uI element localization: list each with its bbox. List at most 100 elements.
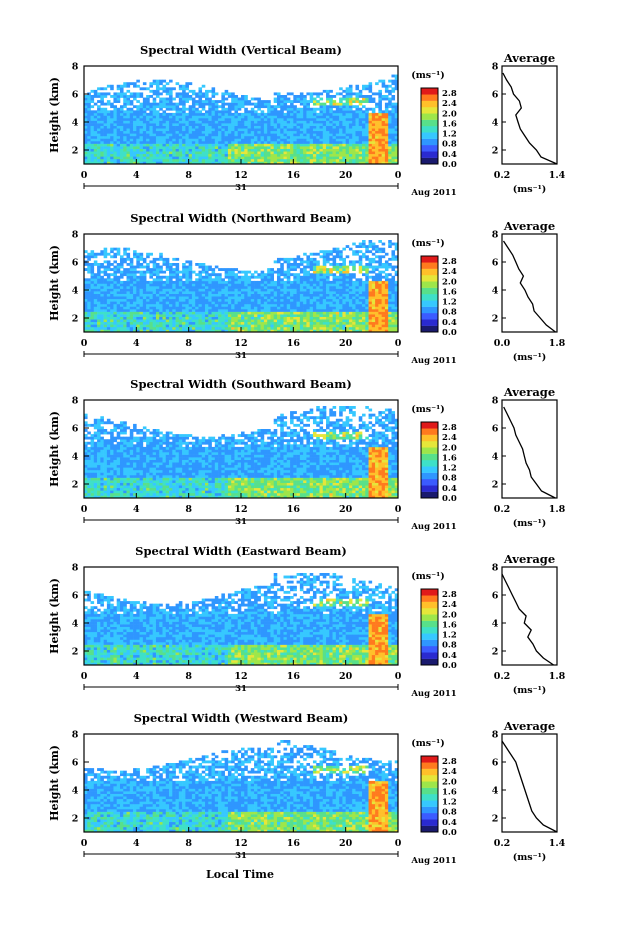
heatmap-cell [155, 296, 160, 300]
heatmap-cell [129, 309, 134, 312]
heatmap-cell [270, 115, 275, 119]
heatmap-cell [149, 118, 153, 121]
heatmap-cell [142, 107, 147, 111]
heatmap-cell [106, 291, 111, 294]
heatmap-cell [146, 314, 150, 317]
heatmap-cell [365, 245, 369, 248]
heatmap-cell [231, 316, 235, 320]
heatmap-cell [159, 123, 163, 126]
heatmap-cell [198, 110, 203, 114]
heatmap-cell [87, 97, 91, 101]
heatmap-cell [276, 158, 281, 162]
heatmap-cell [175, 314, 180, 317]
heatmap-cell [348, 306, 353, 310]
heatmap-cell [139, 255, 144, 259]
heatmap-cell [290, 143, 294, 147]
heatmap-cell [365, 158, 369, 162]
heatmap-cell [142, 286, 147, 289]
heatmap-cell [93, 286, 98, 289]
heatmap-cell [201, 321, 206, 325]
heatmap-cell [146, 158, 150, 162]
heatmap-cell [306, 314, 310, 317]
heatmap-cell [355, 293, 360, 297]
heatmap-cell [355, 92, 360, 96]
heatmap-cell [283, 118, 288, 121]
heatmap-cell [201, 309, 206, 312]
heatmap-cell [247, 146, 252, 149]
heatmap-cell [250, 298, 255, 302]
heatmap-cell [119, 296, 124, 300]
heatmap-cell [142, 156, 147, 160]
heatmap-cell [165, 135, 170, 139]
heatmap-cell [276, 270, 281, 274]
heatmap-cell [375, 82, 379, 86]
heatmap-cell [149, 321, 153, 325]
heatmap-cell [103, 247, 108, 251]
heatmap-cell [165, 257, 170, 261]
heatmap-cell [319, 120, 324, 124]
heatmap-cell [241, 138, 245, 142]
heatmap-cell [155, 146, 160, 149]
heatmap-cell [345, 151, 350, 155]
heatmap-cell [159, 324, 163, 328]
heatmap-cell [100, 288, 104, 292]
heatmap-cell [283, 324, 288, 328]
heatmap-cell [208, 148, 212, 152]
heatmap-cell [368, 298, 373, 302]
heatmap-cell [312, 143, 317, 147]
avg-unit: (ms⁻¹) [513, 184, 547, 195]
heatmap-cell [241, 280, 245, 284]
heatmap-cell [316, 309, 320, 312]
heatmap-cell [276, 275, 281, 279]
heatmap-cell [342, 275, 346, 279]
heatmap-cell [293, 120, 297, 124]
heatmap-cell [299, 303, 304, 307]
heatmap-cell [123, 110, 127, 114]
heatmap-cell [286, 314, 291, 317]
heatmap-cell [267, 133, 271, 137]
heatmap-cell [293, 260, 297, 264]
heatmap-cell [208, 306, 212, 310]
heatmap-cell [152, 283, 157, 287]
x-tick-label: 8 [185, 170, 192, 181]
heatmap-cell [205, 89, 209, 93]
heatmap-cell [159, 321, 163, 325]
heatmap-cell [182, 298, 186, 302]
heatmap-cell [322, 138, 327, 142]
heatmap-cell [103, 321, 108, 325]
heatmap-cell [250, 303, 255, 307]
heatmap-cell [326, 125, 330, 129]
heatmap-cell [394, 120, 399, 124]
heatmap-cell [352, 306, 356, 310]
heatmap-cell [322, 324, 327, 328]
heatmap-cell [227, 275, 232, 279]
heatmap-cell [93, 314, 98, 317]
heatmap-cell [365, 107, 369, 111]
heatmap-cell [149, 148, 153, 152]
heatmap-cell [126, 125, 131, 129]
heatmap-cell [362, 268, 366, 271]
heatmap-cell [329, 329, 333, 333]
heatmap-cell [169, 95, 173, 98]
heatmap-cell [316, 314, 320, 317]
heatmap-cell [276, 280, 281, 284]
heatmap-cell [188, 273, 193, 277]
heatmap-cell [165, 265, 170, 269]
heatmap-cell [296, 153, 301, 157]
heatmap-cell [348, 303, 353, 307]
heatmap-cell [309, 107, 314, 111]
heatmap-cell [355, 303, 360, 307]
heatmap-cell [365, 151, 369, 155]
heatmap-cell [139, 156, 144, 160]
heatmap-cell [165, 278, 170, 282]
heatmap-cell [172, 275, 176, 279]
heatmap-cell [90, 125, 95, 129]
heatmap-cell [355, 125, 360, 129]
heatmap-cell [335, 280, 340, 284]
heatmap-cell [152, 112, 157, 116]
heatmap-cell [87, 270, 91, 274]
heatmap-cell [106, 309, 111, 312]
heatmap-cell [365, 138, 369, 142]
heatmap-cell [368, 316, 373, 320]
heatmap-cell [172, 319, 176, 323]
